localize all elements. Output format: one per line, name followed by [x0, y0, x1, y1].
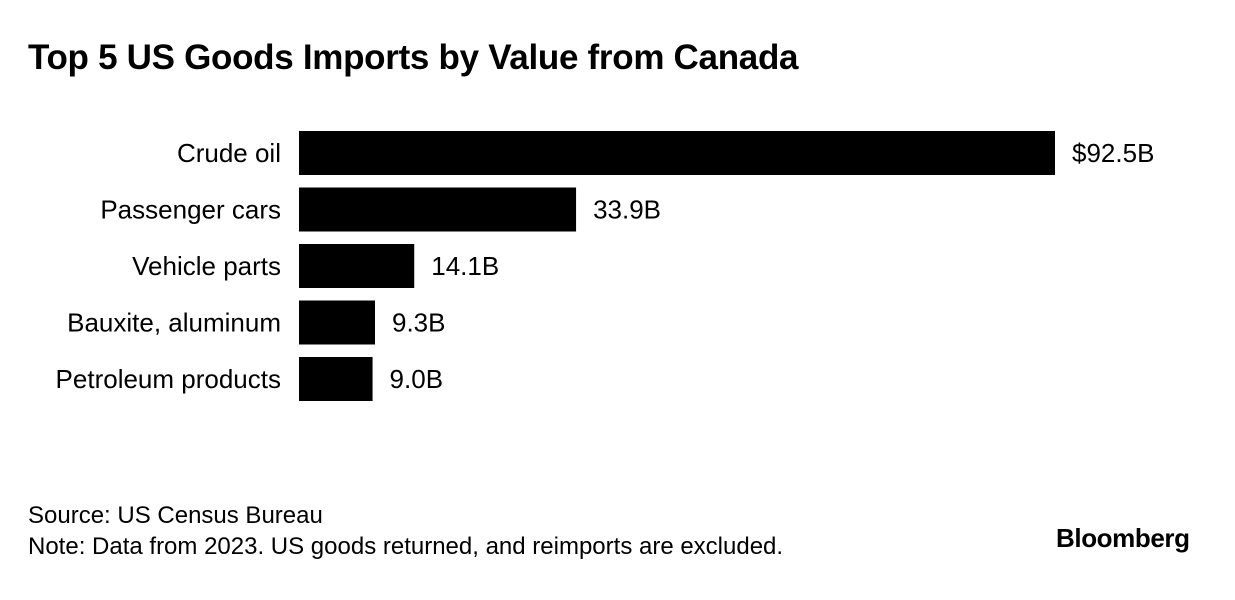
data-note: Note: Data from 2023. US goods returned,… — [28, 533, 784, 560]
chart-footer: Source: US Census Bureau Note: Data from… — [28, 500, 783, 562]
category-label-crude-oil: Crude oil — [177, 138, 281, 168]
category-label-passenger-cars: Passenger cars — [100, 195, 281, 225]
source-note: Source: US Census Bureau — [28, 502, 323, 529]
bar-crude-oil — [299, 131, 1055, 175]
bloomberg-logo: Bloomberg — [1056, 523, 1190, 553]
value-label-passenger-cars: 33.9B — [593, 195, 661, 225]
value-label-crude-oil: $92.5B — [1072, 138, 1154, 168]
category-label-vehicle-parts: Vehicle parts — [132, 251, 281, 281]
value-label-vehicle-parts: 14.1B — [431, 251, 499, 281]
chart-title: Top 5 US Goods Imports by Value from Can… — [28, 38, 799, 77]
category-label-bauxite-aluminum: Bauxite, aluminum — [67, 308, 281, 338]
category-label-petroleum-products: Petroleum products — [56, 364, 281, 394]
bar-vehicle-parts — [299, 244, 415, 288]
bar-passenger-cars — [299, 187, 577, 232]
value-label-petroleum-products: 9.0B — [390, 364, 444, 394]
bar-bauxite-aluminum — [299, 300, 376, 345]
value-label-bauxite-aluminum: 9.3B — [392, 308, 446, 338]
bar-petroleum-products — [299, 357, 373, 401]
